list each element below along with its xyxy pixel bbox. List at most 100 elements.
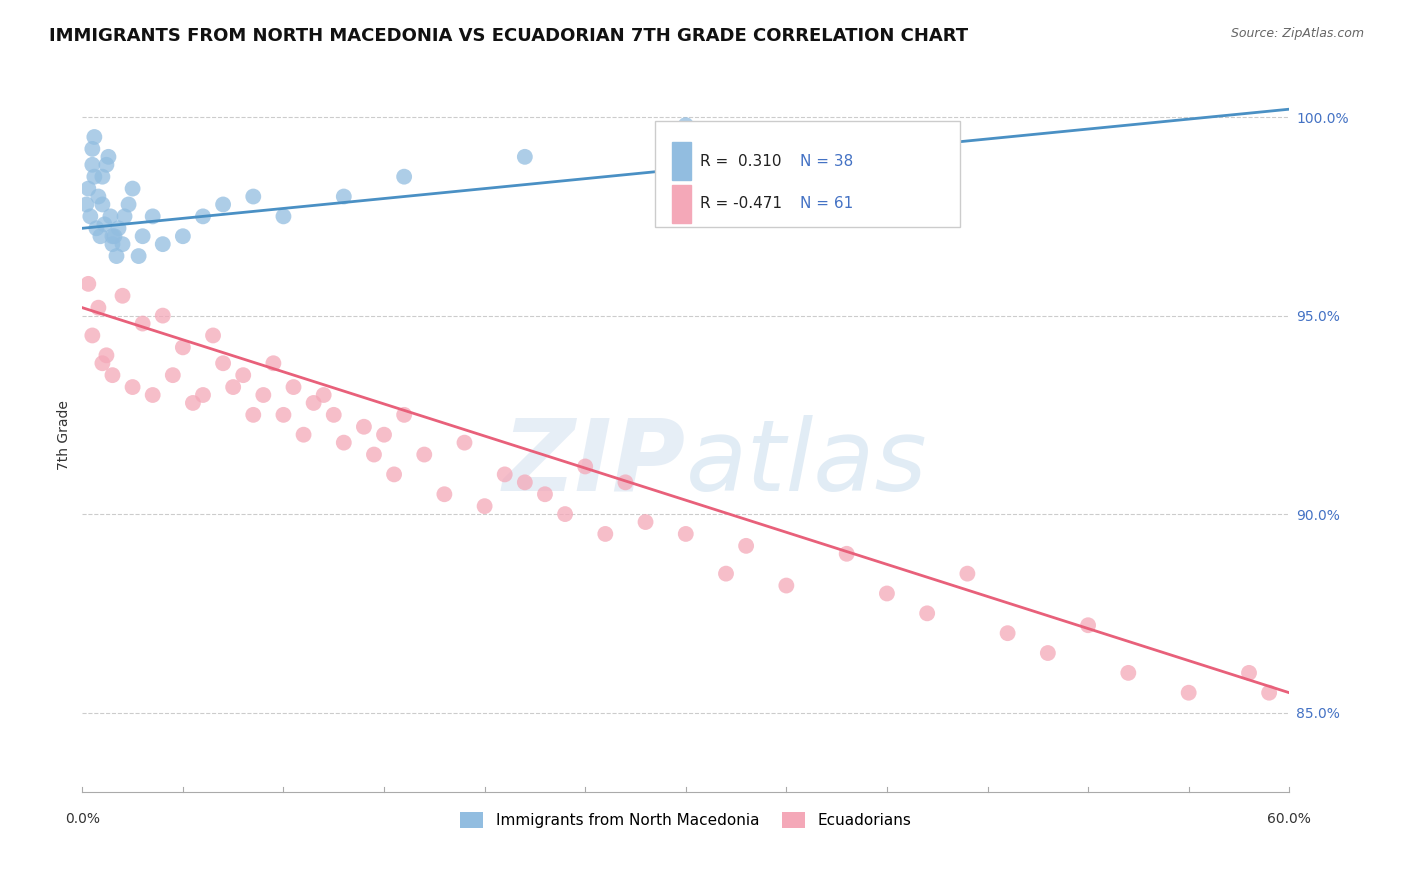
Point: [835, 547, 858, 561]
Point: [131, 317, 153, 331]
Point: [273, 408, 295, 422]
Point: [232, 368, 254, 383]
Point: [222, 380, 245, 394]
Text: atlas: atlas: [686, 415, 928, 512]
Point: [876, 586, 898, 600]
Point: [142, 210, 165, 224]
Point: [242, 189, 264, 203]
Point: [262, 356, 284, 370]
Point: [96, 348, 118, 362]
Point: [87, 301, 110, 315]
Point: [172, 340, 194, 354]
Point: [111, 237, 134, 252]
Point: [554, 507, 576, 521]
Point: [714, 566, 737, 581]
Point: [82, 142, 104, 156]
Point: [392, 169, 415, 184]
Point: [107, 221, 129, 235]
Point: [292, 427, 315, 442]
Point: [474, 499, 496, 513]
Point: [513, 150, 536, 164]
Point: [152, 237, 174, 252]
Point: [100, 210, 122, 224]
Point: [75, 197, 97, 211]
Point: [675, 527, 697, 541]
Point: [101, 229, 124, 244]
Point: [915, 607, 938, 621]
Point: [91, 169, 114, 184]
Point: [121, 181, 143, 195]
Point: [1177, 686, 1199, 700]
Point: [614, 475, 637, 490]
Point: [114, 210, 136, 224]
Point: [172, 229, 194, 244]
Point: [152, 309, 174, 323]
Text: Source: ZipAtlas.com: Source: ZipAtlas.com: [1230, 27, 1364, 40]
Point: [91, 197, 114, 211]
Point: [1118, 665, 1140, 680]
Point: [191, 210, 214, 224]
Point: [128, 249, 150, 263]
Point: [675, 118, 697, 132]
Point: [96, 158, 118, 172]
Point: [494, 467, 516, 482]
Point: [93, 217, 115, 231]
Point: [103, 229, 125, 244]
Text: N = 38: N = 38: [800, 153, 853, 169]
Point: [363, 448, 385, 462]
Point: [131, 229, 153, 244]
Point: [775, 578, 797, 592]
Point: [283, 380, 305, 394]
Point: [91, 356, 114, 370]
Point: [77, 181, 100, 195]
Legend: Immigrants from North Macedonia, Ecuadorians: Immigrants from North Macedonia, Ecuador…: [454, 806, 917, 834]
Point: [392, 408, 415, 422]
Point: [162, 368, 184, 383]
Point: [77, 277, 100, 291]
Point: [87, 189, 110, 203]
Point: [105, 249, 128, 263]
Point: [117, 197, 139, 211]
Point: [333, 189, 356, 203]
Point: [79, 210, 101, 224]
Point: [322, 408, 344, 422]
Point: [413, 448, 436, 462]
Point: [353, 419, 375, 434]
Point: [513, 475, 536, 490]
Point: [534, 487, 557, 501]
Text: 0.0%: 0.0%: [65, 812, 100, 826]
Point: [574, 459, 596, 474]
Point: [86, 221, 108, 235]
Point: [312, 388, 335, 402]
Point: [333, 435, 356, 450]
Point: [191, 388, 214, 402]
Text: N = 61: N = 61: [800, 196, 853, 211]
Point: [212, 197, 235, 211]
Point: [595, 527, 617, 541]
Point: [634, 515, 657, 529]
Point: [956, 566, 979, 581]
Point: [83, 130, 105, 145]
Point: [997, 626, 1019, 640]
Point: [242, 408, 264, 422]
Point: [373, 427, 395, 442]
Point: [82, 328, 104, 343]
Point: [1237, 665, 1260, 680]
Point: [181, 396, 204, 410]
Point: [1077, 618, 1099, 632]
Point: [202, 328, 225, 343]
Text: 60.0%: 60.0%: [1267, 812, 1312, 826]
Point: [735, 539, 758, 553]
Point: [273, 210, 295, 224]
Point: [453, 435, 475, 450]
Point: [433, 487, 456, 501]
Point: [252, 388, 274, 402]
Text: IMMIGRANTS FROM NORTH MACEDONIA VS ECUADORIAN 7TH GRADE CORRELATION CHART: IMMIGRANTS FROM NORTH MACEDONIA VS ECUAD…: [49, 27, 969, 45]
Y-axis label: 7th Grade: 7th Grade: [58, 400, 72, 469]
Point: [142, 388, 165, 402]
Point: [101, 237, 124, 252]
Point: [111, 289, 134, 303]
Point: [382, 467, 405, 482]
Text: R =  0.310: R = 0.310: [700, 153, 782, 169]
Text: R = -0.471: R = -0.471: [700, 196, 782, 211]
